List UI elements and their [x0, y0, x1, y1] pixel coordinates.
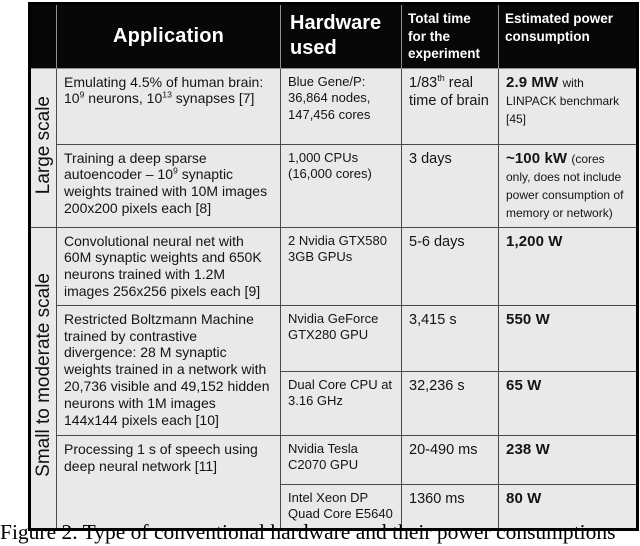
group-label-small-to-moderate-scale: Small to moderate scale: [29, 226, 57, 531]
time-cell: 20-490 ms: [401, 434, 499, 485]
table-row-rbm-cpu: Dual Core CPU at 3.16 GHz 32,236 s 65 W: [30, 370, 638, 436]
power-cell: ~100 kW (cores only, does not include po…: [498, 143, 638, 228]
hardware-cell: 2 Nvidia GTX580 3GB GPUs: [280, 226, 402, 306]
power-value: 1,200 W: [506, 232, 563, 250]
power-cell: 65 W: [498, 370, 638, 436]
header-hardware-used: Hardware used: [280, 3, 402, 69]
table-row-brain-emulation: Large scale Emulating 4.5% of human brai…: [29, 67, 638, 228]
power-cell: 80 W: [498, 483, 638, 531]
power-cell: 2.9 MW with LINPACK benchmark [45]: [498, 67, 638, 145]
time-cell: 1360 ms: [401, 483, 499, 531]
header-row: Application Hardware used Total time for…: [29, 3, 638, 69]
time-cell: 5-6 days: [401, 226, 499, 306]
hardware-cell: Intel Xeon DP Quad Core E5640: [280, 483, 402, 531]
hardware-power-table: Application Hardware used Total time for…: [28, 2, 639, 532]
table-row-convnet: Small to moderate scale Convolutional ne…: [29, 226, 638, 531]
table-row-rbm-gpu: Restricted Boltzmann Machine trained by …: [30, 304, 638, 436]
header-corner-cell: [29, 3, 57, 69]
figure-caption: Figure 2. Type of conventional hardware …: [0, 520, 616, 544]
power-cell: 1,200 W: [498, 226, 638, 306]
power-note: with LINPACK benchmark [45]: [506, 75, 620, 126]
power-value: 550 W: [506, 310, 550, 328]
application-cell: Convolutional neural net with 60M synapt…: [56, 226, 281, 306]
time-cell: 3 days: [401, 143, 499, 228]
application-cell-speech: Processing 1 s of speech using deep neur…: [56, 434, 281, 531]
time-cell: 1/83th real time of brain: [401, 67, 499, 145]
hardware-cell: Nvidia Tesla C2070 GPU: [280, 434, 402, 485]
time-cell: 3,415 s: [401, 304, 499, 372]
application-cell: Emulating 4.5% of human brain: 109 neuro…: [56, 67, 281, 145]
hardware-cell: 1,000 CPUs (16,000 cores): [280, 143, 402, 228]
hardware-cell: Blue Gene/P: 36,864 nodes, 147,456 cores: [280, 67, 402, 145]
time-cell: 32,236 s: [401, 370, 499, 436]
power-value: 80 W: [506, 489, 542, 507]
power-cell: 238 W: [498, 434, 638, 485]
group-label-large-scale: Large scale: [29, 67, 57, 228]
application-cell: Training a deep sparse autoencoder – 109…: [56, 143, 281, 228]
header-total-time: Total time for the experiment: [401, 3, 499, 69]
application-cell-rbm: Restricted Boltzmann Machine trained by …: [56, 304, 281, 436]
hardware-cell: Nvidia GeForce GTX280 GPU: [280, 304, 402, 372]
table-row-autoencoder: Training a deep sparse autoencoder – 109…: [30, 143, 638, 228]
power-value: ~100 kW: [506, 149, 568, 167]
power-value: 238 W: [506, 440, 550, 458]
hardware-cell: Dual Core CPU at 3.16 GHz: [280, 370, 402, 436]
group-label-text: Large scale: [32, 96, 54, 195]
table-row-speech-cpu: Intel Xeon DP Quad Core E5640 1360 ms 80…: [30, 483, 638, 531]
group-label-text: Small to moderate scale: [32, 273, 54, 478]
header-application: Application: [56, 3, 281, 69]
power-cell: 550 W: [498, 304, 638, 372]
power-value: 65 W: [506, 376, 542, 394]
header-estimated-power: Estimated power consumption: [498, 3, 638, 69]
power-note: (cores only, does not include power cons…: [506, 151, 624, 220]
table-row-speech-gpu: Processing 1 s of speech using deep neur…: [30, 434, 638, 531]
power-value: 2.9 MW: [506, 73, 559, 91]
